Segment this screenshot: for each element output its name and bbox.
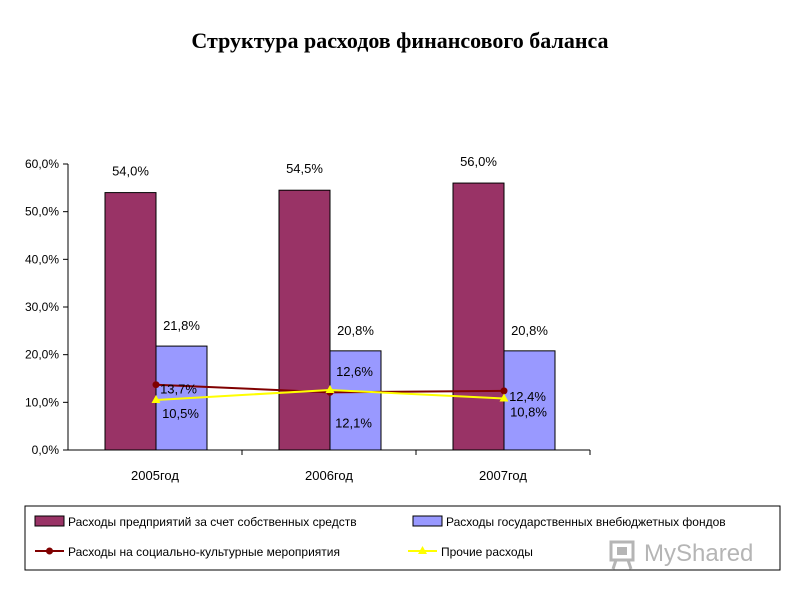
label-state-funds: 20,8% (511, 323, 548, 338)
legend-label-social: Расходы на социально-культурные мероприя… (68, 545, 340, 559)
legend: Расходы предприятий за счет собственных … (24, 505, 781, 571)
point-other (325, 384, 335, 393)
x-tick-label: 2006год (305, 468, 353, 483)
bar-state-funds (503, 350, 556, 451)
label-other: 10,8% (510, 405, 547, 420)
x-tick-label: 2005год (131, 468, 179, 483)
legend-marker-other (418, 546, 427, 554)
point-other (499, 393, 509, 402)
y-tick-label: 20,0% (25, 348, 59, 362)
legend-box (24, 505, 781, 571)
label-enterprise: 54,0% (112, 164, 149, 179)
point-other (151, 394, 161, 403)
label-social: 12,1% (335, 415, 372, 430)
bar-enterprise (278, 189, 331, 451)
label-enterprise: 54,5% (286, 161, 323, 176)
y-tick-label: 0,0% (32, 443, 60, 457)
y-tick-label: 30,0% (25, 300, 59, 314)
lines (151, 381, 509, 403)
legend-swatch-state-funds (412, 515, 443, 527)
label-social: 12,4% (509, 389, 546, 404)
x-tick-label: 2007год (479, 468, 527, 483)
legend-label-state-funds: Расходы государственных внебюджетных фон… (446, 515, 726, 529)
chart-title: Структура расходов финансового баланса (191, 28, 609, 53)
legend-marker-social (46, 547, 53, 555)
y-tick-label: 60,0% (25, 157, 59, 171)
point-social (500, 387, 508, 395)
data-labels: 54,0% 21,8% 54,5% 20,8% 56,0% 20,8% 13,7% 12,1%… (112, 154, 548, 430)
legend-label-enterprise: Расходы предприятий за счет собственных … (68, 515, 357, 529)
label-enterprise: 56,0% (460, 154, 497, 169)
legend-label-other: Прочие расходы (441, 545, 533, 559)
point-social (152, 381, 160, 389)
label-state-funds: 20,8% (337, 323, 374, 338)
bar-state-funds (329, 350, 382, 451)
watermark-text: MyShared (644, 540, 754, 567)
watermark-logo: MyShared (608, 536, 768, 572)
label-social: 13,7% (160, 382, 197, 397)
bars (104, 182, 556, 451)
y-tick-label: 50,0% (25, 205, 59, 219)
bar-enterprise (104, 192, 157, 451)
bar-enterprise (452, 182, 505, 451)
legend-swatch-enterprise (34, 515, 65, 527)
y-tick-label: 40,0% (25, 252, 59, 266)
label-state-funds: 21,8% (163, 318, 200, 333)
label-other: 12,6% (336, 364, 373, 379)
presentation-board-icon (609, 540, 635, 570)
label-other: 10,5% (162, 406, 199, 421)
y-tick-label: 10,0% (25, 395, 59, 409)
